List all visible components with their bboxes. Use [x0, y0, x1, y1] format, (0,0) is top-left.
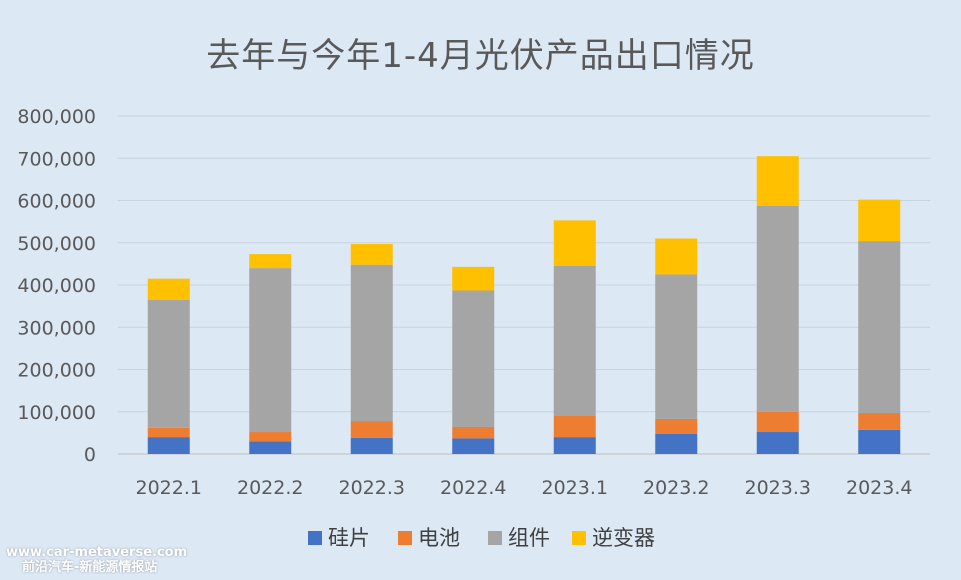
legend-label: 电池	[418, 526, 460, 550]
legend-swatch	[308, 531, 322, 545]
y-tick-label: 400,000	[17, 275, 96, 297]
y-tick-label: 700,000	[17, 148, 96, 170]
y-tick-label: 500,000	[17, 233, 96, 255]
bar-segment	[858, 429, 901, 454]
gridlines	[118, 115, 930, 455]
bar-segment	[249, 441, 292, 454]
bar-segment	[249, 432, 292, 442]
bar-segment	[452, 266, 495, 291]
legend-swatch	[488, 531, 502, 545]
bar-segment	[756, 156, 799, 206]
x-tick-label: 2023.2	[643, 477, 709, 499]
bar-segment	[858, 413, 901, 430]
bar-segment	[452, 426, 495, 439]
chart-title: 去年与今年1-4月光伏产品出口情况	[206, 36, 755, 76]
legend-label: 组件	[508, 526, 550, 550]
y-tick-label: 100,000	[17, 402, 96, 424]
bar-segment	[350, 421, 393, 438]
y-tick-label: 0	[84, 444, 96, 466]
bar-segment	[756, 432, 799, 454]
bar-segment	[655, 433, 698, 454]
bar-segment	[147, 299, 190, 428]
bar-segment	[655, 238, 698, 275]
y-tick-label: 300,000	[17, 317, 96, 339]
x-tick-label: 2022.3	[339, 477, 405, 499]
bar-segment	[147, 427, 190, 438]
y-axis-ticks: 0 100,000 200,000 300,000 400,000 500,000 600,…	[17, 106, 96, 466]
legend-label: 硅片	[328, 526, 370, 550]
bar-segment	[147, 278, 190, 300]
bar-segment	[553, 437, 596, 454]
x-tick-label: 2023.4	[846, 477, 912, 499]
bar-segment	[249, 268, 292, 433]
y-tick-label: 800,000	[17, 106, 96, 128]
legend-label: 逆变器	[592, 526, 655, 550]
bar-segment	[655, 418, 698, 434]
bar-segment	[756, 411, 799, 433]
bar-segment	[350, 264, 393, 422]
bar-segment	[452, 290, 495, 427]
x-tick-label: 2022.4	[440, 477, 506, 499]
watermark: www.car-metaverse.com 前沿汽车-新能源情报站	[6, 545, 188, 576]
x-axis-ticks: 2022.1 2022.2 2022.3 2022.4 2023.1 2023.2 2023…	[136, 477, 913, 499]
y-tick-label: 200,000	[17, 360, 96, 382]
x-tick-label: 2023.3	[745, 477, 811, 499]
bar-segment	[655, 274, 698, 419]
watermark-name: 前沿汽车-新能源情报站	[22, 560, 158, 576]
bar-segment	[350, 437, 393, 454]
y-tick-label: 600,000	[17, 191, 96, 213]
bars	[147, 156, 901, 454]
legend-swatch	[398, 531, 412, 545]
bar-segment	[147, 437, 190, 454]
bar-segment	[553, 265, 596, 416]
bar-segment	[756, 205, 799, 412]
legend: 硅片 电池 组件 逆变器	[308, 526, 655, 550]
legend-swatch	[572, 531, 586, 545]
x-tick-label: 2023.1	[542, 477, 608, 499]
bar-segment	[858, 199, 901, 242]
bar-segment	[452, 438, 495, 454]
watermark-url: www.car-metaverse.com	[6, 545, 188, 561]
bar-segment	[858, 241, 901, 414]
bar-segment	[350, 244, 393, 265]
bar-segment	[249, 254, 292, 269]
bar-segment	[553, 415, 596, 438]
x-tick-label: 2022.1	[136, 477, 202, 499]
bar-segment	[553, 220, 596, 266]
x-tick-label: 2022.2	[237, 477, 303, 499]
